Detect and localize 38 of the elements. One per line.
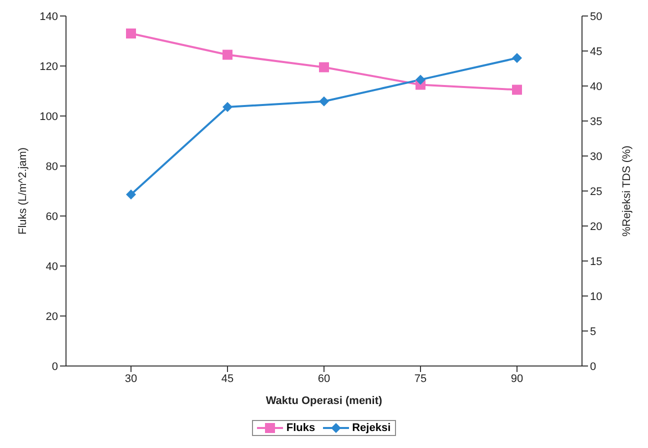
point [319,96,329,106]
y2-tick-label: 15 [590,256,602,268]
x-tick-label: 45 [221,372,234,385]
y2-tick-label: 10 [590,290,602,303]
x-tick-label: 75 [414,372,427,385]
y2-tick-label: 5 [590,326,596,338]
y-tick-label: 140 [40,10,58,23]
point [126,190,136,200]
y-tick-label: 80 [46,160,58,173]
point [319,62,329,72]
y2-tick-label: 50 [590,10,602,23]
point [416,74,426,85]
y-tick-label: 20 [46,310,58,323]
legend-label: Rejeksi [351,422,391,434]
y2-tick-label: 45 [590,46,602,58]
x-tick-label: 30 [124,372,138,385]
legend-label: Fluks [285,422,316,434]
point [512,84,522,95]
x-tick-label: 60 [318,372,330,385]
y-tick-label: 40 [46,260,58,273]
y2-tick-label: 20 [590,220,602,233]
y2-axis-title: %Rejeksi TDS (%) [620,146,633,236]
x-axis-title: Waktu Operasi (menit) [266,395,382,407]
y-axis-title: Fluks (L/m^2.jam) [16,147,29,235]
y2-tick-label: 0 [590,360,596,373]
point [126,28,136,38]
point [512,53,522,63]
y-tick-label: 100 [40,110,58,123]
y2-tick-label: 40 [590,80,602,93]
y2-tick-label: 25 [590,186,602,198]
y-tick-label: 120 [40,60,58,73]
point [222,102,232,112]
x-tick-label: 90 [510,372,524,385]
point [222,50,232,60]
y2-tick-label: 30 [590,150,602,163]
y2-tick-label: 35 [590,116,602,128]
y-tick-label: 0 [52,360,58,373]
y-tick-label: 60 [46,210,58,223]
